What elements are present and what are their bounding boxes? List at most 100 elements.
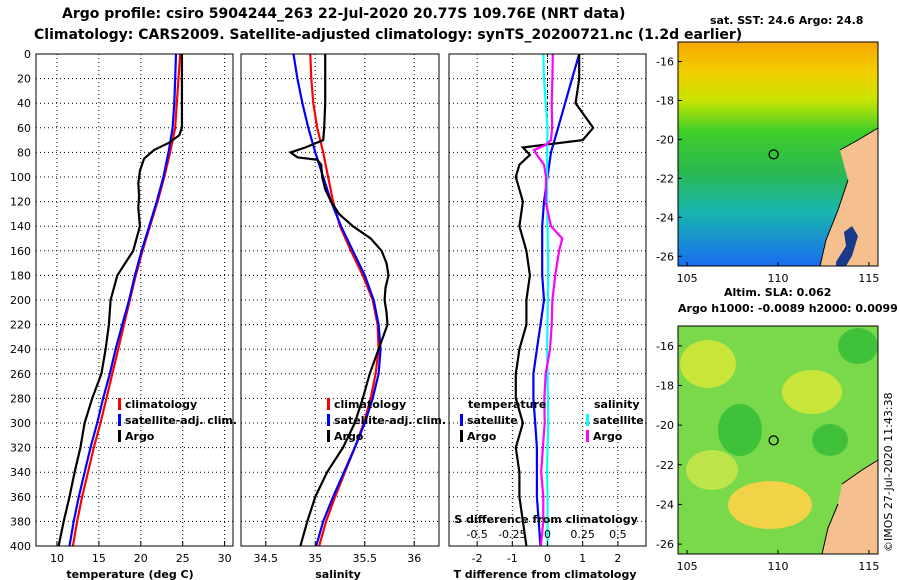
temperature-panel: temperature (deg C) climatology satellit… [10,48,237,580]
argo-position-marker [768,149,779,160]
legend-label-argo: Argo [334,430,364,443]
series-line-s-argo [532,53,564,547]
sla-map-title: Altim. SLA: 0.062 [724,286,832,299]
sst-map-title: sat. SST: 24.6 Argo: 24.8 [710,14,864,27]
map-y-tick-label: -24 [656,211,674,224]
difference-xlabel-top: S difference from climatology [454,513,638,526]
map-y-tick-label: -22 [656,172,674,185]
x-tick-label: 25 [176,552,190,565]
map-y-tick-label: -26 [656,250,674,263]
sla-map-subtitle: Argo h1000: -0.0089 h2000: 0.0099 [678,302,898,315]
x-tick-label: 36 [407,552,421,565]
profile-title: Argo profile: csiro 5904244_263 22-Jul-2… [62,6,626,22]
y-tick-label: 220 [10,319,31,332]
salinity-xlabel: salinity [315,568,361,580]
sla-anomaly [728,481,812,529]
y-tick-label: 340 [10,466,31,479]
legend-label-t-argo: Argo [467,430,497,443]
legend-swatch-climatology [327,398,330,410]
map-x-tick-label: 105 [677,560,698,573]
sla-anomaly [718,404,762,456]
land-mass [822,460,878,554]
map-y-tick-label: -16 [656,55,674,68]
x-tick-label: 34.5 [254,552,279,565]
y-tick-label: 360 [10,491,31,504]
land-mass [820,128,878,266]
x-tick-label-top: -0.25 [498,528,526,541]
legend-label-satellite-adj: satellite-adj. clim. [125,414,237,427]
y-tick-label: 260 [10,368,31,381]
x-tick-label: 1 [579,552,586,565]
sst-map: 105 110 115 -16 -18 -20 -22 -24 -26 [656,41,879,285]
series-line-satellite-adj-clim- [292,53,382,547]
legend-label-s-satellite: satellite [593,414,644,427]
sla-map: 105 110 115 -16 -18 -20 -22 -24 -26 [656,325,879,573]
x-tick-label: 30 [218,552,232,565]
x-tick-label: 2 [614,552,621,565]
plot-frame [240,53,440,547]
y-tick-label: 100 [10,171,31,184]
series-line-s-satellite [542,53,550,546]
series-line-satellite-adj-clim- [68,53,178,547]
salinity-panel: salinity climatology satellite-adj. clim… [240,53,446,580]
map-y-tick-label: -20 [656,419,674,432]
series-line-t-satellite [532,53,581,547]
map-y-tick-label: -24 [656,498,674,511]
y-tick-label: 140 [10,220,31,233]
map-x-tick-label: 115 [858,272,879,285]
map-y-tick-label: -18 [656,94,674,107]
y-tick-label: 300 [10,417,31,430]
coastline [819,127,879,267]
legend-label-argo: Argo [125,430,155,443]
temperature-xlabel: temperature (deg C) [66,568,193,580]
sla-anomaly [838,328,878,364]
x-tick-label-top: -0.5 [466,528,487,541]
y-tick-label: 200 [10,294,31,307]
map-y-tick-label: -22 [656,459,674,472]
x-tick-label: 15 [92,552,106,565]
x-tick-label: -2 [472,552,483,565]
x-tick-label: 35.5 [353,552,378,565]
legend-swatch-t-satellite [460,414,463,426]
series-line-argo [288,54,390,547]
map-y-tick-label: -18 [656,379,674,392]
map-y-tick-label: -26 [656,538,674,551]
legend-swatch-s-satellite [586,414,589,426]
x-tick-label: 10 [50,552,64,565]
y-tick-label: 400 [10,540,31,553]
difference-panel: T difference from climatology S differen… [448,53,647,580]
series-line-argo [57,54,183,547]
map-x-tick-label: 110 [768,272,789,285]
plot-frame [35,53,234,547]
sla-anomaly [782,370,842,414]
legend-swatch-argo [118,430,121,442]
y-tick-label: 180 [10,269,31,282]
map-x-tick-label: 105 [677,272,698,285]
shark-bay [836,226,858,266]
legend-title-temperature: temperature [468,398,546,411]
climatology-title: Climatology: CARS2009. Satellite-adjuste… [34,27,743,43]
legend-swatch-s-argo [586,430,589,442]
sla-anomaly [812,424,848,456]
map-x-tick-label: 110 [768,560,789,573]
legend-label-s-argo: Argo [593,430,623,443]
legend-swatch-climatology [118,398,121,410]
legend-label-climatology: climatology [334,398,406,411]
y-tick-label: 60 [17,122,31,135]
x-tick-label: -1 [507,552,518,565]
x-tick-label-top: 0.5 [609,528,627,541]
legend-swatch-satellite-adj [118,414,121,426]
difference-xlabel: T difference from climatology [453,568,636,580]
legend-swatch-argo [327,430,330,442]
legend-title-salinity: salinity [594,398,640,411]
legend-label-climatology: climatology [125,398,197,411]
y-tick-label: 380 [10,515,31,528]
x-tick-label: 20 [134,552,148,565]
y-tick-label: 80 [17,146,31,159]
argo-position-marker [768,435,779,446]
y-tick-label: 40 [17,97,31,110]
y-tick-label: 240 [10,343,31,356]
map-x-tick-label: 115 [858,560,879,573]
legend-label-satellite-adj: satellite-adj. clim. [334,414,446,427]
